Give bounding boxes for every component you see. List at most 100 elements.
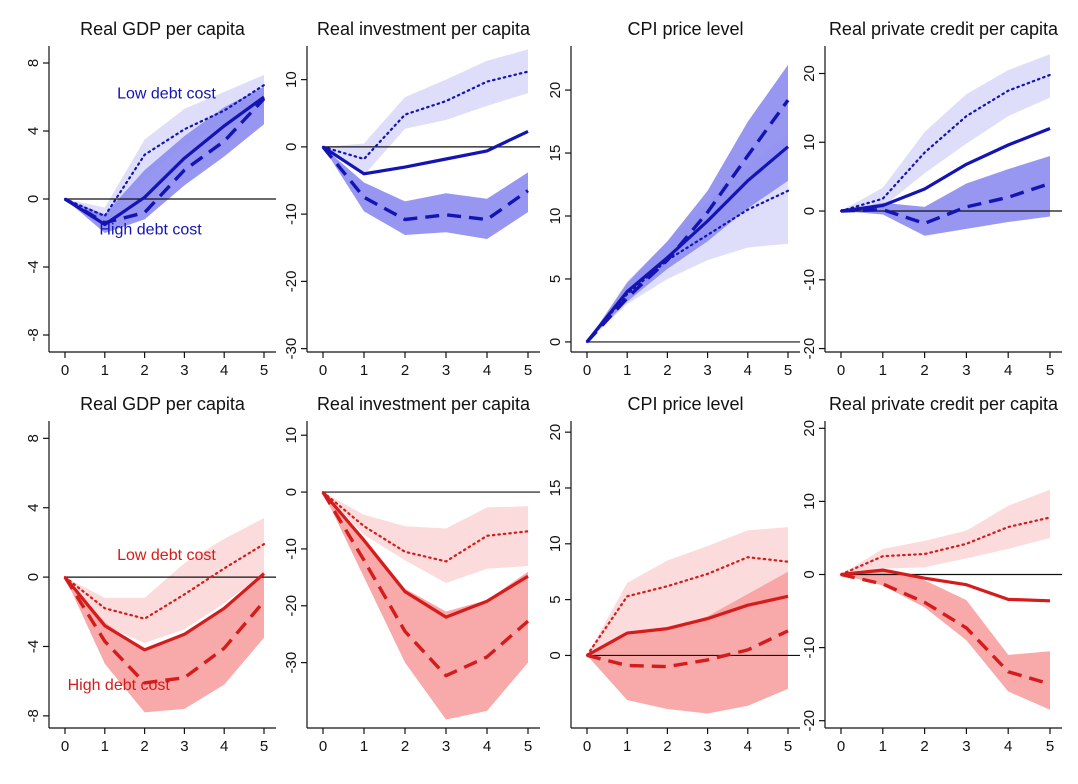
series-dotted [585, 189, 790, 343]
y-tick-label: 4 [25, 504, 42, 512]
band-light [323, 492, 528, 583]
band-light [841, 54, 1050, 211]
x-tick-label: 2 [920, 362, 928, 379]
panel-title: CPI price level [627, 394, 743, 414]
panel-title: Real investment per capita [317, 394, 531, 414]
x-tick-label: 3 [442, 362, 450, 379]
x-tick-label: 0 [583, 738, 591, 755]
band-light [65, 74, 264, 223]
x-tick-label: 0 [61, 738, 69, 755]
series-dashed [840, 572, 1051, 686]
x-tick-label: 2 [663, 362, 671, 379]
x-tick-label: 4 [1004, 362, 1012, 379]
y-tick-label: 15 [547, 480, 564, 497]
series-solid [840, 127, 1051, 213]
panel-6: -30 -20 -10 0 10 0 1 2 3 4 5 Real investment per ca… [283, 394, 540, 755]
x-tick-label: 1 [360, 738, 368, 755]
y-tick-label: 0 [801, 570, 818, 578]
series-dotted [63, 543, 266, 620]
plot-area [585, 527, 800, 714]
series-dotted [63, 84, 266, 218]
y-tick-label: 20 [547, 424, 564, 441]
x-tick-label: 0 [837, 362, 845, 379]
x-tick-label: 5 [1046, 362, 1054, 379]
y-tick-label: 0 [25, 573, 42, 581]
x-tick-label: 2 [140, 738, 148, 755]
x-tick-label: 4 [1004, 738, 1012, 755]
x-tick-label: 1 [623, 362, 631, 379]
plot-area [63, 74, 276, 233]
panel-title: Real GDP per capita [80, 19, 246, 39]
y-tick-label: 0 [801, 207, 818, 215]
x-tick-label: 3 [962, 738, 970, 755]
x-tick-label: 2 [663, 738, 671, 755]
series-dotted [839, 516, 1052, 576]
y-tick-label: 15 [547, 145, 564, 162]
series-dashed [585, 99, 790, 344]
series-dotted [321, 70, 530, 161]
y-tick-label: -8 [25, 709, 42, 722]
panel-2: -30 -20 -10 0 10 0 1 2 3 4 5 Real investment per ca… [283, 19, 540, 379]
x-tick-label: 5 [260, 738, 268, 755]
y-tick-label: -10 [283, 538, 300, 560]
annotation-label: Low debt cost [117, 86, 216, 103]
band-light [841, 489, 1050, 575]
annotation-label: Low debt cost [117, 547, 216, 564]
panel-title: Real investment per capita [317, 19, 531, 39]
panel-8: -20 -10 0 10 20 0 1 2 3 4 5 Real private credit per… [801, 394, 1062, 755]
series-dotted [321, 491, 530, 563]
y-tick-label: -4 [25, 640, 42, 653]
series-solid [321, 491, 529, 619]
series-dashed [321, 145, 529, 222]
x-tick-label: 0 [837, 738, 845, 755]
x-tick-label: 0 [319, 738, 327, 755]
series-dotted [839, 73, 1052, 213]
x-tick-label: 5 [524, 738, 532, 755]
x-tick-label: 5 [524, 362, 532, 379]
band-light [323, 49, 528, 176]
x-tick-label: 2 [401, 362, 409, 379]
x-tick-label: 4 [483, 362, 491, 379]
y-tick-label: 10 [801, 493, 818, 510]
panel-5: -8 -4 0 4 8 0 1 2 3 4 5 Real GDP per capita Low debt… [25, 394, 276, 755]
annotation-label: High debt cost [68, 677, 171, 694]
x-tick-label: 5 [260, 362, 268, 379]
panel-3: 0 5 10 15 20 0 1 2 3 4 5 CPI price level [547, 19, 800, 379]
x-tick-label: 2 [401, 738, 409, 755]
x-tick-label: 1 [101, 362, 109, 379]
y-tick-label: 10 [547, 208, 564, 225]
band-dark [841, 156, 1050, 236]
y-tick-label: 20 [547, 82, 564, 99]
panel-title: Real private credit per capita [829, 19, 1059, 39]
y-tick-label: 10 [801, 134, 818, 151]
x-tick-label: 3 [703, 738, 711, 755]
y-tick-label: -4 [25, 260, 42, 273]
plot-area [839, 54, 1062, 236]
y-tick-label: 8 [25, 434, 42, 442]
x-tick-label: 1 [101, 738, 109, 755]
y-tick-label: 20 [801, 65, 818, 82]
y-tick-label: -10 [283, 203, 300, 225]
x-tick-label: 3 [962, 362, 970, 379]
x-tick-label: 5 [784, 738, 792, 755]
band-dark [323, 146, 528, 239]
series-dotted [585, 556, 790, 657]
series-solid [585, 145, 790, 343]
y-tick-label: -8 [25, 328, 42, 341]
y-tick-label: 5 [547, 275, 564, 283]
x-tick-label: 1 [879, 362, 887, 379]
series-dashed [63, 576, 266, 685]
x-tick-label: 5 [1046, 738, 1054, 755]
x-tick-label: 4 [744, 738, 752, 755]
x-tick-label: 3 [180, 362, 188, 379]
y-tick-label: -30 [283, 338, 300, 360]
band-dark [65, 86, 264, 233]
x-tick-label: 0 [319, 362, 327, 379]
x-tick-label: 4 [744, 362, 752, 379]
y-tick-label: -30 [283, 652, 300, 674]
series-solid [586, 594, 789, 657]
y-tick-label: 10 [283, 71, 300, 88]
x-tick-label: 1 [879, 738, 887, 755]
y-tick-label: 5 [547, 595, 564, 603]
x-tick-label: 3 [442, 738, 450, 755]
